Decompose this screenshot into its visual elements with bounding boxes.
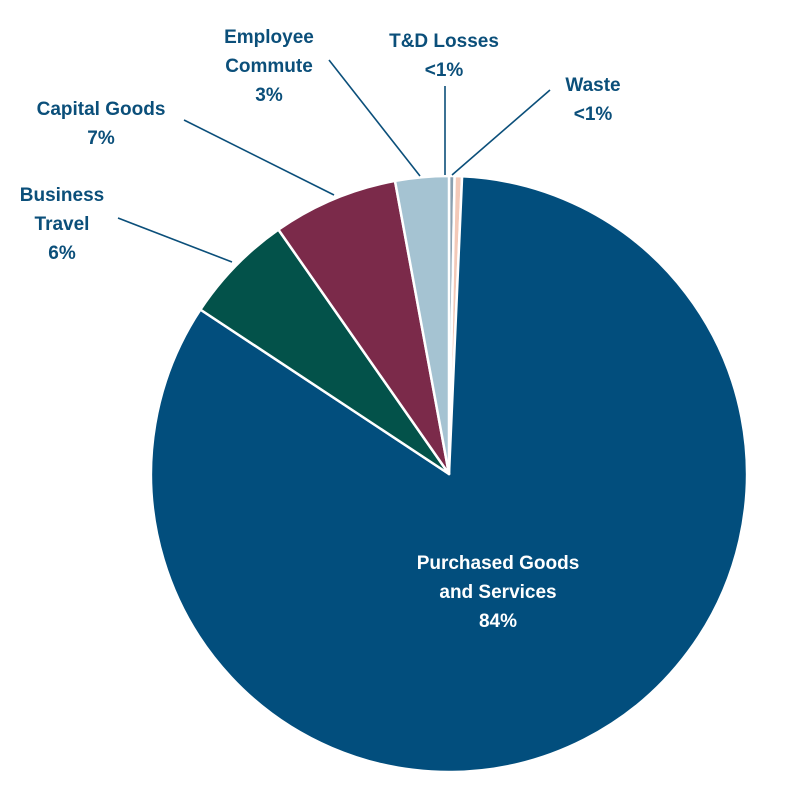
slice-value-business-travel: 6% [48,243,76,264]
slice-label-t-d-losses: T&D Losses <1% [389,31,499,81]
slice-name-line-waste: Waste [565,75,620,96]
leader-line-capital-goods [183,119,335,196]
slice-label-purchased-goods-and-services: Purchased Goods and Services 84% [417,553,580,632]
slice-name-line-employee-commute: Commute [225,56,313,77]
slice-value-employee-commute: 3% [255,85,283,106]
pie-slice-employee-commute [393,174,451,476]
slice-name-line-business-travel: Travel [35,214,90,235]
slice-value-purchased-goods-and-services: 84% [479,611,517,632]
pie-slices [149,174,749,774]
pie-slice-capital-goods [277,179,451,476]
slice-value-capital-goods: 7% [87,128,115,149]
leader-line-waste [451,89,551,176]
leader-lines [117,59,551,263]
slice-name-line-business-travel: Business [20,185,104,206]
slice-label-employee-commute: Employee Commute 3% [224,27,314,106]
slice-name-line-purchased-goods-and-services: Purchased Goods [417,553,580,574]
slice-value-waste: <1% [574,104,613,125]
slice-labels: Purchased Goods and Services 84% Business Tr… [20,27,621,632]
slice-name-line-t-d-losses: T&D Losses [389,31,499,52]
slice-label-waste: Waste <1% [565,75,620,125]
slice-name-line-capital-goods: Capital Goods [37,99,166,120]
slice-label-capital-goods: Capital Goods 7% [37,99,166,149]
leader-line-business-travel [117,217,233,263]
slice-name-line-employee-commute: Employee [224,27,314,48]
slice-value-t-d-losses: <1% [425,60,464,81]
slice-name-line-purchased-goods-and-services: and Services [439,582,556,603]
slice-label-business-travel: Business Travel 6% [20,185,104,264]
leader-line-employee-commute [328,59,421,177]
